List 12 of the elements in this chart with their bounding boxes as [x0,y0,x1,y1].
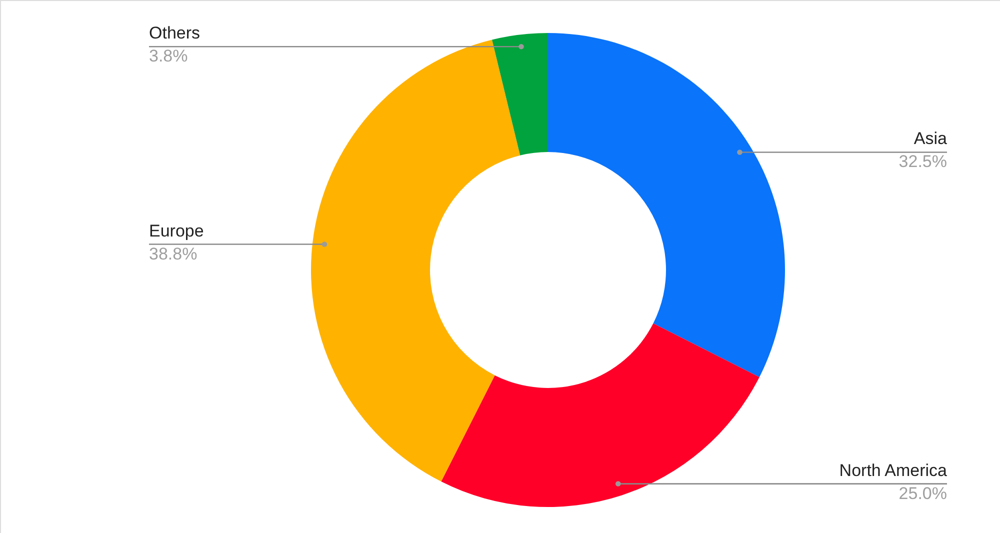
donut-slice [441,323,760,507]
slice-label: Asia [914,129,948,148]
data-label: 25.0% [898,484,947,503]
donut-slice [548,33,785,378]
slice-label: North America [839,460,948,480]
data-label: 38.8% [149,244,198,264]
data-label: 3.8% [149,46,188,66]
slice-label: Europe [149,221,204,240]
donut-slice [492,33,548,156]
data-label: 32.5% [898,152,947,172]
donut-slice [311,40,520,482]
slice-label: Others [149,24,200,43]
